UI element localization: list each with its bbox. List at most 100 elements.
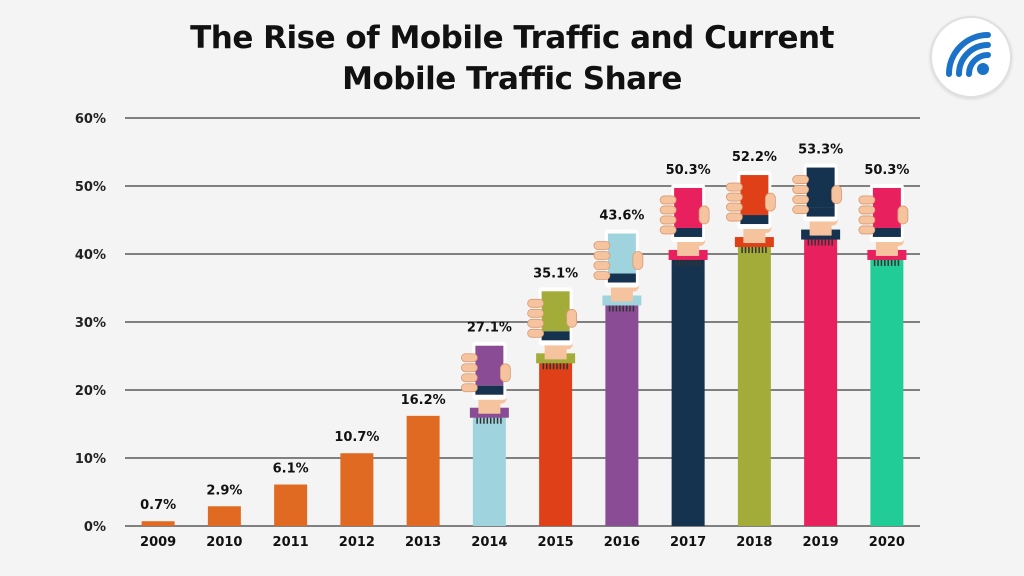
finger bbox=[593, 251, 611, 260]
cuff-stitch bbox=[765, 247, 767, 254]
finger bbox=[725, 202, 743, 212]
x-tick-label: 2019 bbox=[803, 535, 839, 550]
y-tick-label: 30% bbox=[75, 316, 106, 331]
cuff-stitch bbox=[546, 363, 548, 370]
cuff-stitch bbox=[890, 259, 893, 266]
cuff-stitch bbox=[489, 417, 492, 424]
data-label: 2.9% bbox=[206, 483, 242, 498]
phone-bottom bbox=[674, 227, 703, 237]
cuff-stitch bbox=[897, 259, 900, 266]
thumb bbox=[698, 205, 710, 225]
cuff-stitch bbox=[831, 239, 833, 246]
x-tick-label: 2013 bbox=[405, 535, 441, 550]
finger bbox=[527, 328, 545, 338]
phone-screen bbox=[541, 291, 570, 332]
cuff-stitch bbox=[811, 239, 813, 246]
finger bbox=[460, 373, 478, 383]
data-label: 43.6% bbox=[599, 209, 644, 224]
cuff-stitch bbox=[629, 305, 631, 312]
phone-screen bbox=[740, 175, 769, 216]
finger bbox=[460, 363, 478, 373]
bar bbox=[671, 257, 705, 526]
data-label: 50.3% bbox=[666, 163, 711, 178]
finger bbox=[725, 212, 743, 222]
cuff-stitch bbox=[761, 247, 764, 254]
cuff-stitch bbox=[563, 363, 565, 370]
cuff-stitch bbox=[814, 239, 816, 246]
finger bbox=[659, 225, 677, 235]
phone-screen bbox=[607, 233, 636, 274]
hand-holding-phone-icon bbox=[792, 163, 843, 236]
x-tick-label: 2020 bbox=[869, 535, 905, 550]
finger bbox=[460, 353, 478, 363]
cuff-stitch bbox=[483, 417, 485, 424]
y-tick-label: 60% bbox=[75, 112, 106, 127]
cuff-stitch bbox=[754, 247, 757, 254]
thumb bbox=[499, 363, 511, 383]
bar bbox=[804, 237, 838, 526]
hand-holding-phone-icon bbox=[527, 287, 578, 360]
cuff-stitch bbox=[549, 363, 551, 370]
bar bbox=[539, 361, 573, 526]
cuff-stitch bbox=[632, 305, 635, 312]
cuff-stitch bbox=[615, 305, 618, 312]
y-tick-label: 0% bbox=[84, 520, 106, 535]
cuff-stitch bbox=[817, 239, 820, 246]
cuff-stitch bbox=[556, 363, 558, 370]
data-label: 52.2% bbox=[732, 150, 777, 165]
thumb bbox=[566, 308, 578, 328]
hand-holding-phone-icon bbox=[659, 183, 710, 256]
finger bbox=[858, 215, 876, 225]
x-tick-label: 2017 bbox=[670, 535, 706, 550]
cuff-stitch bbox=[758, 247, 760, 254]
phone-screen bbox=[806, 167, 835, 208]
data-label: 50.3% bbox=[864, 163, 909, 178]
cuff-stitch bbox=[608, 305, 611, 312]
finger bbox=[792, 205, 810, 214]
cuff-stitch bbox=[692, 259, 694, 266]
cuff-stitch bbox=[695, 259, 698, 266]
data-label: 35.1% bbox=[533, 266, 578, 281]
hand-holding-phone-icon bbox=[725, 171, 776, 244]
x-tick-label: 2011 bbox=[273, 535, 309, 550]
data-label: 27.1% bbox=[467, 321, 512, 336]
finger bbox=[659, 215, 677, 225]
x-tick-label: 2009 bbox=[140, 535, 176, 550]
cuff-stitch bbox=[675, 259, 677, 266]
finger bbox=[792, 185, 810, 194]
cuff-stitch bbox=[741, 247, 743, 254]
brand-logo bbox=[930, 16, 1012, 98]
cuff-stitch bbox=[688, 259, 691, 266]
bar bbox=[472, 415, 506, 526]
bar bbox=[340, 453, 374, 526]
cuff-stitch bbox=[744, 247, 747, 254]
phone-screen bbox=[674, 187, 703, 228]
finger bbox=[858, 205, 876, 215]
cuff-stitch bbox=[828, 239, 830, 246]
y-tick-label: 20% bbox=[75, 384, 106, 399]
thumb bbox=[632, 251, 644, 270]
cuff-stitch bbox=[807, 239, 810, 246]
data-label: 16.2% bbox=[401, 393, 446, 408]
phone-bottom bbox=[607, 273, 636, 283]
cuff-stitch bbox=[824, 239, 827, 246]
x-tick-label: 2012 bbox=[339, 535, 375, 550]
bar bbox=[141, 521, 175, 526]
chart-title-line-1: The Rise of Mobile Traffic and Current bbox=[190, 20, 834, 56]
y-tick-label: 10% bbox=[75, 452, 106, 467]
x-tick-label: 2018 bbox=[736, 535, 772, 550]
cuff-stitch bbox=[559, 363, 562, 370]
finger bbox=[792, 195, 810, 204]
finger bbox=[527, 298, 545, 308]
cuff-stitch bbox=[877, 259, 879, 266]
cuff-stitch bbox=[625, 305, 628, 312]
data-label: 53.3% bbox=[798, 143, 843, 158]
y-tick-label: 40% bbox=[75, 248, 106, 263]
finger bbox=[527, 318, 545, 328]
phone-bottom bbox=[541, 331, 570, 341]
cuff-stitch bbox=[698, 259, 701, 266]
bar bbox=[406, 415, 440, 526]
phone-bottom bbox=[740, 215, 769, 225]
cuff-stitch bbox=[821, 239, 823, 246]
